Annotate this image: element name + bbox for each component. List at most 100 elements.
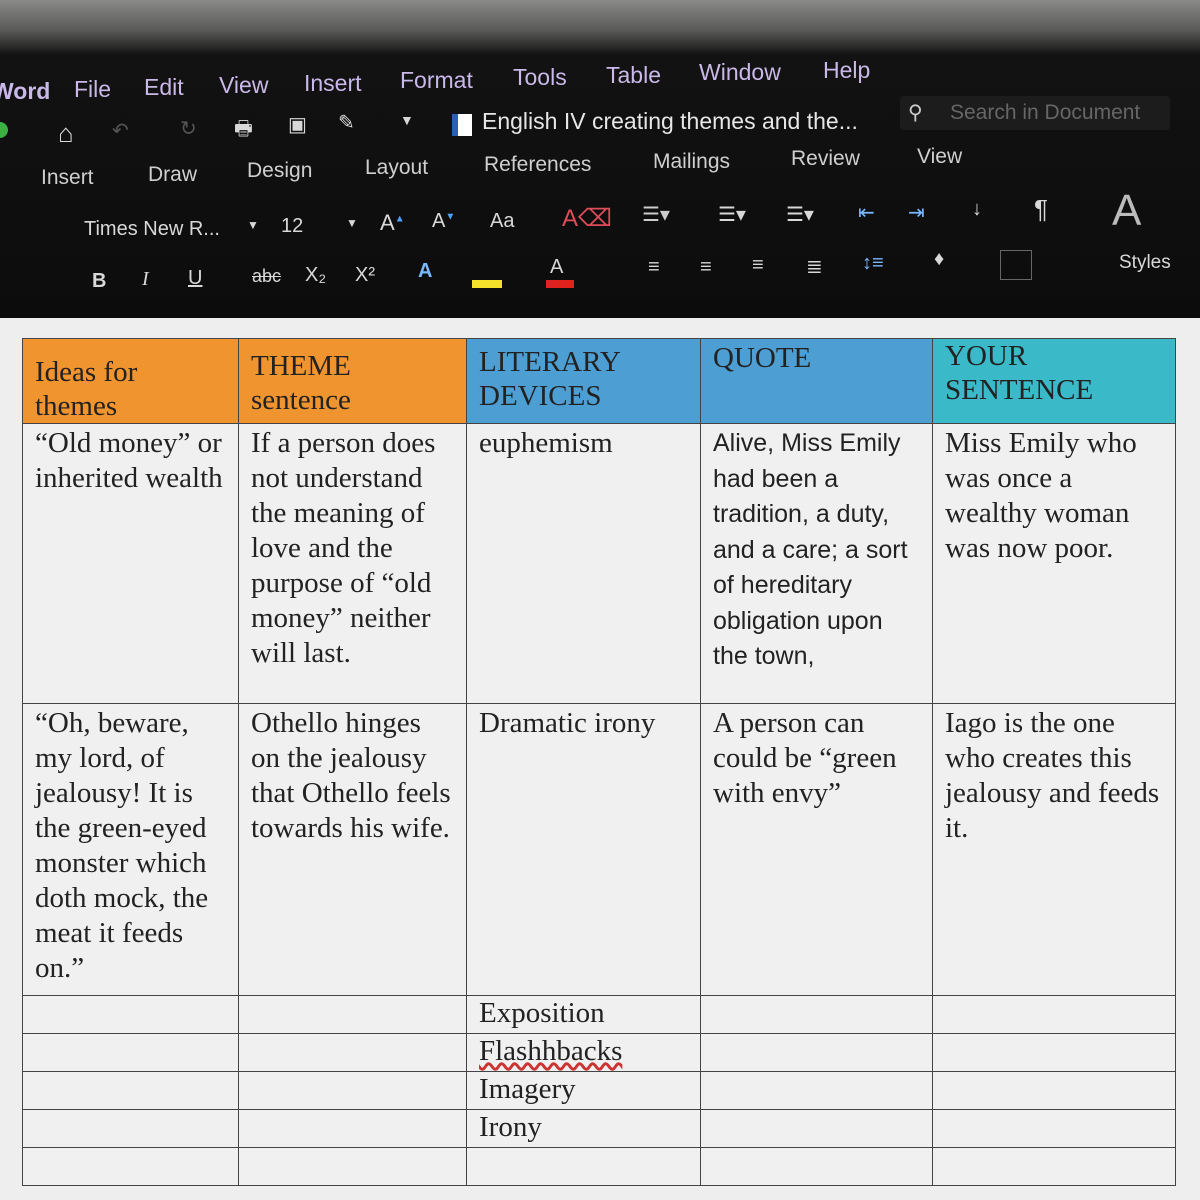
cell-empty[interactable] bbox=[238, 1033, 467, 1072]
search-box[interactable]: ⚲ Search in Document bbox=[900, 96, 1170, 130]
cell-sentence[interactable]: Iago is the one who creates this jealous… bbox=[932, 703, 1176, 996]
menu-insert[interactable]: Insert bbox=[304, 70, 362, 96]
font-name-select[interactable]: Times New R... bbox=[84, 218, 220, 240]
customize-toolbar-icon[interactable]: ▼ bbox=[400, 112, 414, 128]
bullets-icon[interactable]: ☰▾ bbox=[642, 204, 670, 226]
home-icon[interactable]: ⌂ bbox=[58, 118, 74, 148]
tab-view[interactable]: View bbox=[917, 145, 963, 168]
cell-sentence[interactable]: Miss Emily who was once a wealthy woman … bbox=[932, 423, 1176, 704]
font-size-dropdown-icon[interactable]: ▼ bbox=[346, 216, 358, 230]
cell-empty[interactable] bbox=[932, 1033, 1176, 1072]
search-input[interactable]: Search in Document bbox=[950, 101, 1141, 124]
cell-empty[interactable] bbox=[22, 1033, 239, 1072]
save-icon[interactable]: ▣ bbox=[288, 114, 307, 136]
cell-device[interactable]: Exposition bbox=[466, 995, 701, 1034]
cell-empty[interactable] bbox=[932, 1109, 1176, 1148]
header-quote: QUOTE bbox=[700, 338, 933, 424]
superscript-button[interactable]: X² bbox=[355, 264, 375, 286]
menu-window[interactable]: Window bbox=[699, 59, 781, 85]
cell-device[interactable]: Imagery bbox=[466, 1071, 701, 1110]
search-icon: ⚲ bbox=[908, 102, 923, 124]
menu-format[interactable]: Format bbox=[400, 67, 473, 93]
shrink-font-icon[interactable]: A▼ bbox=[432, 210, 456, 232]
cell-empty[interactable] bbox=[22, 995, 239, 1034]
edit-icon[interactable]: ✎ bbox=[338, 112, 355, 134]
italic-button[interactable]: I bbox=[142, 268, 149, 290]
cell-empty[interactable] bbox=[238, 1071, 467, 1110]
subscript-button[interactable]: X₂ bbox=[305, 264, 327, 286]
align-left-icon[interactable]: ≡ bbox=[648, 256, 660, 278]
cell-quote[interactable]: A person can could be “green with envy” bbox=[700, 703, 933, 996]
cell-quote[interactable]: Alive, Miss Emily had been a tradition, … bbox=[700, 423, 933, 704]
cell-theme[interactable]: If a person does not understand the mean… bbox=[238, 423, 467, 704]
strikethrough-button[interactable]: abc bbox=[252, 266, 282, 286]
text-effects-icon[interactable]: A bbox=[418, 260, 433, 282]
paragraph-marks-icon[interactable]: ¶ bbox=[1034, 194, 1048, 224]
menu-word[interactable]: Word bbox=[0, 78, 51, 104]
clear-formatting-icon[interactable]: A⌫ bbox=[562, 205, 612, 232]
header-literary-devices: LITERARY DEVICES bbox=[466, 338, 701, 424]
font-color-icon[interactable]: A bbox=[550, 256, 564, 278]
cell-idea[interactable]: “Old money” or inherited wealth bbox=[22, 423, 239, 704]
cell-empty[interactable] bbox=[932, 1071, 1176, 1110]
table-row: Exposition bbox=[22, 995, 1176, 1034]
menu-tools[interactable]: Tools bbox=[513, 64, 567, 90]
bold-button[interactable]: B bbox=[92, 270, 107, 292]
menu-view[interactable]: View bbox=[219, 72, 269, 98]
change-case-icon[interactable]: Aa bbox=[490, 210, 515, 232]
tab-insert[interactable]: Insert bbox=[41, 166, 94, 189]
cell-empty[interactable] bbox=[700, 1109, 933, 1148]
font-name-dropdown-icon[interactable]: ▼ bbox=[247, 218, 259, 232]
menu-help[interactable]: Help bbox=[823, 57, 871, 83]
print-icon[interactable]: 🖶 bbox=[234, 118, 253, 140]
align-center-icon[interactable]: ≡ bbox=[700, 256, 712, 278]
redo-icon[interactable]: ↻ bbox=[180, 118, 197, 140]
window-zoom-button[interactable] bbox=[0, 122, 8, 138]
borders-icon[interactable] bbox=[1000, 250, 1032, 280]
cell-empty[interactable] bbox=[700, 1147, 933, 1186]
styles-label[interactable]: Styles bbox=[1119, 252, 1171, 273]
sort-icon[interactable]: ↓ bbox=[972, 198, 982, 220]
grow-font-icon[interactable]: A▲ bbox=[380, 210, 405, 235]
cell-device[interactable]: Dramatic irony bbox=[466, 703, 701, 996]
tab-draw[interactable]: Draw bbox=[148, 163, 198, 186]
multilevel-list-icon[interactable]: ☰▾ bbox=[786, 204, 814, 226]
cell-empty[interactable] bbox=[238, 1109, 467, 1148]
cell-device[interactable]: euphemism bbox=[466, 423, 701, 704]
justify-icon[interactable]: ≣ bbox=[806, 256, 823, 278]
cell-device[interactable] bbox=[466, 1147, 701, 1186]
cell-empty[interactable] bbox=[700, 995, 933, 1034]
shading-icon[interactable]: ♦ bbox=[934, 248, 945, 270]
tab-mailings[interactable]: Mailings bbox=[653, 150, 731, 173]
cell-empty[interactable] bbox=[22, 1109, 239, 1148]
menu-table[interactable]: Table bbox=[606, 62, 661, 88]
cell-empty[interactable] bbox=[238, 1147, 467, 1186]
cell-theme[interactable]: Othello hinges on the jealousy that Othe… bbox=[238, 703, 467, 996]
increase-indent-icon[interactable]: ⇥ bbox=[908, 202, 925, 224]
undo-icon[interactable]: ↶ bbox=[112, 120, 129, 142]
tab-design[interactable]: Design bbox=[247, 159, 313, 182]
align-right-icon[interactable]: ≡ bbox=[752, 254, 764, 276]
cell-empty[interactable] bbox=[700, 1033, 933, 1072]
tab-review[interactable]: Review bbox=[791, 147, 860, 170]
menu-file[interactable]: File bbox=[74, 76, 112, 102]
cell-device[interactable]: Irony bbox=[466, 1109, 701, 1148]
tab-references[interactable]: References bbox=[484, 153, 592, 176]
cell-empty[interactable] bbox=[238, 995, 467, 1034]
font-size-select[interactable]: 12 bbox=[281, 215, 304, 237]
cell-idea[interactable]: “Oh, beware, my lord, of jealousy! It is… bbox=[22, 703, 239, 996]
styles-icon[interactable]: A bbox=[1112, 186, 1142, 235]
cell-empty[interactable] bbox=[700, 1071, 933, 1110]
tab-layout[interactable]: Layout bbox=[365, 156, 429, 179]
line-spacing-icon[interactable]: ↕≡ bbox=[862, 252, 884, 274]
decrease-indent-icon[interactable]: ⇤ bbox=[858, 202, 875, 224]
highlight-color-icon[interactable] bbox=[472, 280, 502, 288]
cell-empty[interactable] bbox=[22, 1147, 239, 1186]
menu-edit[interactable]: Edit bbox=[144, 74, 184, 100]
cell-device[interactable]: Flashhbacks bbox=[466, 1033, 701, 1072]
cell-empty[interactable] bbox=[932, 995, 1176, 1034]
cell-empty[interactable] bbox=[932, 1147, 1176, 1186]
numbering-icon[interactable]: ☰▾ bbox=[718, 204, 746, 226]
cell-empty[interactable] bbox=[22, 1071, 239, 1110]
underline-button[interactable]: U bbox=[188, 267, 203, 289]
